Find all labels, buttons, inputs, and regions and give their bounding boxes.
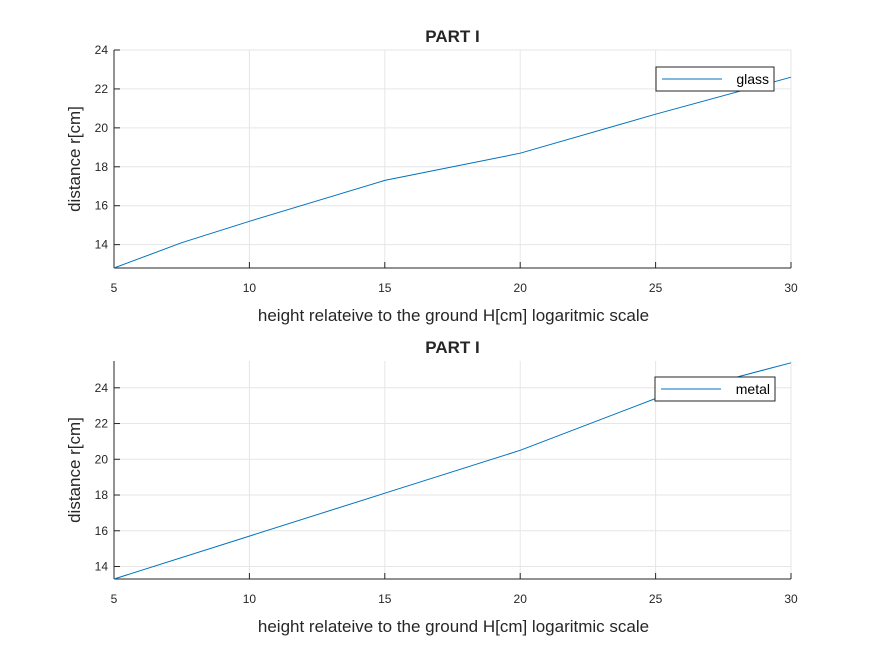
x-tick-label: 10 xyxy=(243,281,257,295)
x-tick-label: 10 xyxy=(243,592,257,606)
x-tick-label: 25 xyxy=(649,592,663,606)
x-tick-label: 5 xyxy=(111,281,118,295)
series-line-glass xyxy=(113,76,792,269)
x-tick-label: 15 xyxy=(378,281,392,295)
x-tick-label: 5 xyxy=(111,592,118,606)
x-tick-label: 20 xyxy=(514,281,528,295)
x-tick-label: 30 xyxy=(784,592,798,606)
y-tick-label: 20 xyxy=(95,121,109,135)
y-tick-label: 22 xyxy=(95,417,109,431)
y-tick-label: 16 xyxy=(95,199,109,213)
chart-title: PART I xyxy=(425,27,479,46)
x-axis-label: height relateive to the ground H[cm] log… xyxy=(258,617,649,636)
legend-label: metal xyxy=(736,381,770,397)
y-tick-label: 22 xyxy=(95,82,109,96)
x-axis-label: height relateive to the ground H[cm] log… xyxy=(258,306,649,325)
chart-glass: 5 10 15 20 25 30 14 16 18 20 22 24 PART I height rela… xyxy=(65,27,798,325)
y-tick-label: 24 xyxy=(95,43,109,57)
y-tick-label: 24 xyxy=(95,381,109,395)
y-tick-label: 14 xyxy=(95,559,109,573)
y-axis-label: distance r[cm] xyxy=(65,417,84,523)
legend-label: glass xyxy=(736,71,769,87)
y-tick-label: 20 xyxy=(95,452,109,466)
x-tick-label: 20 xyxy=(514,592,528,606)
y-tick-label: 14 xyxy=(95,238,109,252)
chart-metal: 5 10 15 20 25 30 14 16 18 20 22 24 PART I height rela… xyxy=(65,338,798,636)
y-tick-label: 18 xyxy=(95,160,109,174)
x-tick-label: 15 xyxy=(378,592,392,606)
legend: glass xyxy=(655,66,775,92)
x-tick-label: 30 xyxy=(784,281,798,295)
y-axis-label: distance r[cm] xyxy=(65,106,84,212)
legend: metal xyxy=(654,376,776,402)
chart-title: PART I xyxy=(425,338,479,357)
x-tick-label: 25 xyxy=(649,281,663,295)
y-tick-label: 18 xyxy=(95,488,109,502)
y-tick-label: 16 xyxy=(95,524,109,538)
